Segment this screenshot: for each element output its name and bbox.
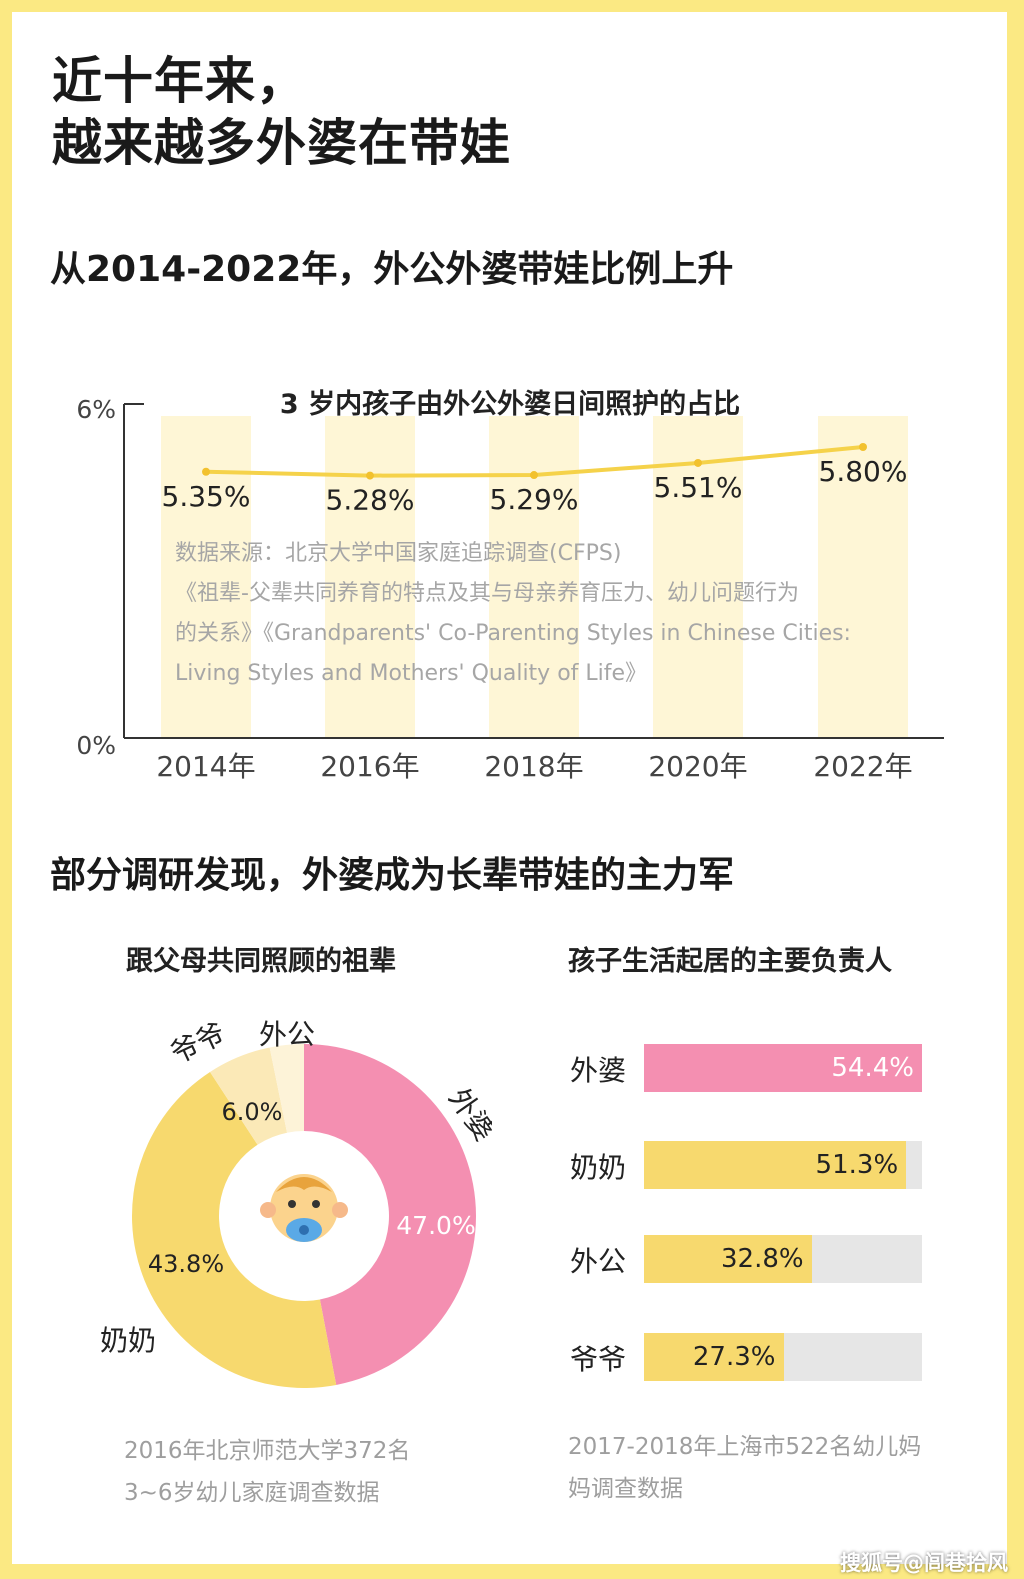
baby-ear — [260, 1202, 276, 1218]
main-title-line-1: 近十年来， — [52, 52, 307, 110]
data-label-2022年: 5.80% — [819, 455, 908, 488]
x-tick-label: 2014年 — [156, 750, 255, 783]
bar-2016年 — [325, 416, 415, 738]
main-title: 近十年来， 越来越多外婆在带娃 — [52, 50, 511, 174]
donut-slice-外婆 — [304, 1044, 477, 1385]
note-line: 2016年北京师范大学372名 — [124, 1438, 411, 1464]
slice-label-奶奶: 奶奶 — [100, 1324, 156, 1357]
x-tick-label: 2020年 — [648, 750, 747, 783]
note-line: 3~6岁幼儿家庭调查数据 — [124, 1480, 380, 1506]
baby-eye — [312, 1200, 320, 1208]
baby-eye — [288, 1200, 296, 1208]
slice-value-奶奶: 43.8% — [148, 1250, 224, 1278]
hbar-value-爷爷: 27.3% — [692, 1342, 776, 1372]
baby-hair — [276, 1177, 332, 1192]
hbar-chart-note: 2017-2018年上海市522名幼儿妈 妈调查数据 — [568, 1426, 921, 1510]
section2-heading: 部分调研发现，外婆成为长辈带娃的主力军 — [50, 855, 735, 896]
bar-2018年 — [489, 416, 579, 738]
hbar-track-外公: 32.8% — [644, 1235, 922, 1283]
source-line: Living Styles and Mothers' Quality of Li… — [175, 661, 648, 686]
bar-2022年 — [818, 416, 908, 738]
chart1-title: 3 岁内孩子由外公外婆日间照护的占比 — [280, 388, 740, 420]
x-tick-label: 2022年 — [813, 750, 912, 783]
trend-point-2022年 — [859, 443, 867, 451]
y-tick-label: 0% — [76, 731, 116, 760]
chart1-source: 数据来源：北京大学中国家庭追踪调查(CFPS) 《祖辈-父辈共同养育的特点及其与… — [175, 534, 851, 694]
donut-slice-外公 — [269, 1044, 304, 1133]
donut-chart-note: 2016年北京师范大学372名 3~6岁幼儿家庭调查数据 — [124, 1430, 410, 1514]
source-line: 数据来源：北京大学中国家庭追踪调查(CFPS) — [175, 541, 622, 566]
note-line: 2017-2018年上海市522名幼儿妈 — [568, 1434, 922, 1460]
hbar-label-爷爷: 爷爷 — [570, 1343, 627, 1376]
trend-point-2018年 — [530, 471, 538, 480]
baby-icon — [260, 1174, 348, 1242]
daycare-share-chart: 6% 0% 3 岁内孩子由外公外婆日间照护的占比 5.35% 5.28% 5.29% 5.5… — [76, 388, 944, 783]
hbar-value-外婆: 54.4% — [831, 1053, 914, 1083]
x-tick-label: 2018年 — [484, 750, 583, 783]
watermark: 搜狐号@闾巷拾风 — [840, 1551, 1008, 1575]
trend-point-2020年 — [694, 458, 702, 467]
x-tick-label: 2016年 — [320, 750, 419, 783]
slice-value-外婆: 47.0% — [396, 1211, 475, 1240]
note-line: 妈调查数据 — [568, 1476, 683, 1502]
y-tick-label: 6% — [76, 395, 116, 424]
slice-value-爷爷: 6.0% — [222, 1098, 283, 1126]
hbar-chart-title: 孩子生活起居的主要负责人 — [568, 946, 892, 977]
source-line: 《祖辈-父辈共同养育的特点及其与母亲养育压力、幼儿问题行为 — [175, 581, 799, 606]
baby-ear — [332, 1202, 348, 1218]
hbar-track-奶奶: 51.3% — [644, 1141, 922, 1189]
hbar-value-奶奶: 51.3% — [815, 1150, 899, 1180]
slice-label-爷爷: 爷爷 — [166, 1017, 231, 1071]
hbar-bar-奶奶: 51.3% — [644, 1141, 907, 1189]
data-label-2016年: 5.28% — [326, 484, 415, 517]
data-label-2020年: 5.51% — [654, 471, 743, 504]
bar-2020年 — [653, 416, 743, 738]
main-title-line-2: 越来越多外婆在带娃 — [52, 114, 511, 172]
slice-label-外公: 外公 — [259, 1018, 315, 1051]
trend-point-2016年 — [366, 471, 374, 480]
hbar-track-外婆: 54.4% — [644, 1044, 922, 1092]
baby-face — [270, 1174, 338, 1242]
hbar-bar-爷爷: 27.3% — [644, 1333, 784, 1381]
hbar-value-外公: 32.8% — [721, 1244, 804, 1274]
donut-chart-title: 跟父母共同照顾的祖辈 — [126, 946, 396, 977]
trend-point-2014年 — [202, 467, 210, 476]
hbar-bar-外婆: 54.4% — [644, 1044, 922, 1092]
hbar-track-爷爷: 27.3% — [644, 1333, 922, 1381]
hbar-label-外公: 外公 — [570, 1245, 627, 1278]
source-line: 的关系》《Grandparents' Co-Parenting Styles i… — [175, 621, 851, 646]
donut-slice-爷爷 — [210, 1047, 288, 1145]
hbar-bar-外公: 32.8% — [644, 1235, 812, 1283]
hbar-label-奶奶: 奶奶 — [570, 1151, 627, 1184]
data-label-2014年: 5.35% — [162, 480, 251, 513]
infographic-card: 近十年来， 越来越多外婆在带娃 从2014-2022年，外公外婆带娃比例上升 6… — [12, 12, 1007, 1564]
donut-slice-奶奶 — [131, 1071, 337, 1388]
main-caregiver-bar-chart: 外婆 54.4% 奶奶 51.3% 外公 32.8% 爷爷 27.3% — [552, 1022, 972, 1402]
baby-pacifier-knob — [299, 1225, 309, 1235]
data-label-2018年: 5.29% — [490, 483, 579, 516]
section1-heading: 从2014-2022年，外公外婆带娃比例上升 — [50, 249, 734, 290]
hbar-label-外婆: 外婆 — [570, 1054, 627, 1087]
